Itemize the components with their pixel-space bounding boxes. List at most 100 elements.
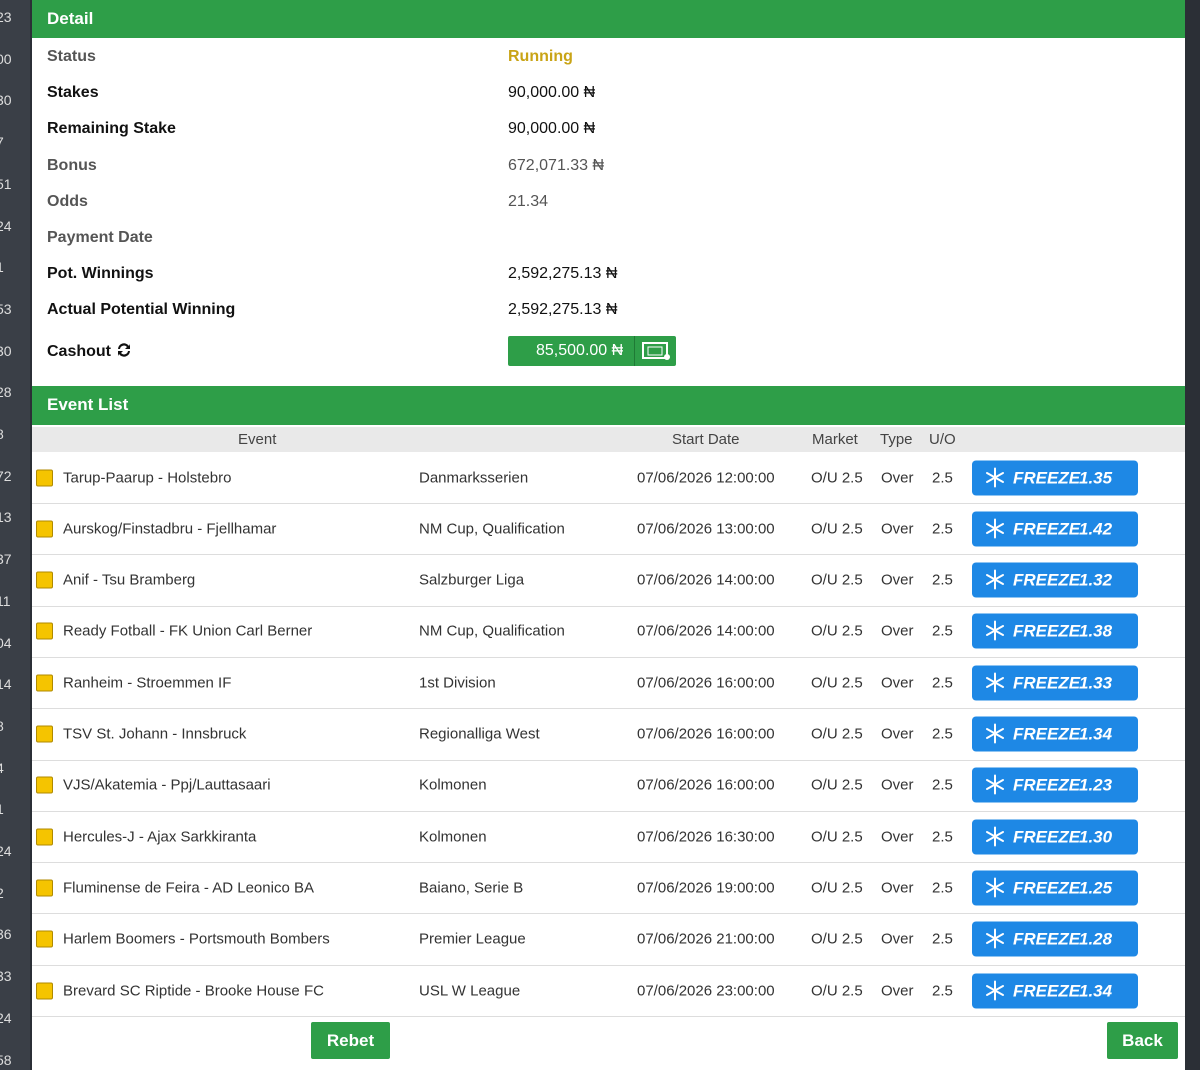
- start-date: 07/06/2026 16:00:00: [637, 725, 775, 743]
- freeze-label: FREEZE: [1013, 981, 1081, 1000]
- detail-label: Pot. Winnings: [47, 265, 154, 283]
- freeze-button[interactable]: FREEZE 1.34: [972, 973, 1138, 1008]
- market: O/U 2.5: [811, 879, 863, 897]
- start-date: 07/06/2026 14:00:00: [637, 571, 775, 589]
- event-icon: [36, 828, 53, 846]
- bet-type: Over: [881, 930, 914, 948]
- refresh-icon: [118, 343, 131, 357]
- freeze-button[interactable]: FREEZE 1.25: [972, 870, 1138, 906]
- league: NM Cup, Qualification: [419, 622, 565, 640]
- detail-value: 90,000.00 ₦: [508, 84, 596, 102]
- sidebar-number: 14: [0, 676, 12, 693]
- freeze-button[interactable]: FREEZE 1.38: [972, 613, 1138, 649]
- freeze-odds: 1.25: [1079, 878, 1113, 898]
- bet-type: Over: [881, 571, 914, 589]
- sidebar-number: 8: [0, 718, 4, 734]
- cashout-button[interactable]: 85,500.00 ₦: [508, 336, 676, 366]
- detail-label: Status: [47, 48, 96, 65]
- sidebar-number: 33: [0, 968, 12, 985]
- start-date: 07/06/2026 12:00:00: [637, 469, 775, 486]
- detail-value: 2,592,275.13 ₦: [508, 265, 618, 283]
- column-header: Start Date: [672, 431, 740, 448]
- freeze-button[interactable]: FREEZE 1.35: [972, 460, 1138, 495]
- league: Premier League: [419, 930, 526, 948]
- bet-type: Over: [881, 725, 914, 743]
- event-icon: [36, 930, 53, 948]
- event-row: Hercules-J - Ajax Sarkkiranta Kolmonen 07/…: [32, 811, 1185, 864]
- sidebar-number: 53: [0, 300, 12, 317]
- freeze-odds: 1.34: [1079, 981, 1113, 1000]
- freeze-button[interactable]: FREEZE 1.42: [972, 511, 1138, 547]
- detail-label: Stakes: [47, 84, 99, 102]
- freeze-odds: 1.35: [1079, 468, 1113, 487]
- sidebar-number: 00: [0, 50, 12, 67]
- market: O/U 2.5: [811, 674, 863, 692]
- rebet-button[interactable]: Rebet: [311, 1022, 390, 1059]
- bet-type: Over: [881, 776, 914, 794]
- league: Baiano, Serie B: [419, 879, 524, 897]
- sidebar-number: 23: [0, 9, 12, 25]
- uo: 2.5: [932, 982, 953, 999]
- event-name: Ready Fotball - FK Union Carl Berner: [63, 622, 313, 640]
- event-row: Brevard SC Riptide - Brooke House FC USL …: [32, 965, 1185, 1017]
- freeze-label: FREEZE: [1013, 929, 1081, 949]
- league: Salzburger Liga: [419, 571, 525, 589]
- event-icon: [36, 776, 53, 794]
- sidebar-number: 1: [0, 259, 4, 275]
- sidebar-number: 30: [0, 92, 12, 109]
- column-header: Market: [812, 431, 858, 448]
- label: Cashout: [47, 343, 111, 360]
- start-date: 07/06/2026 16:00:00: [637, 776, 775, 794]
- league: USL W League: [419, 982, 521, 999]
- events-header: Event List: [32, 386, 1185, 425]
- uo: 2.5: [932, 520, 953, 538]
- event-name: Harlem Boomers - Portsmouth Bombers: [63, 930, 330, 948]
- freeze-label: FREEZE: [1013, 468, 1081, 487]
- table-header: [32, 427, 1185, 452]
- event-icon: [36, 725, 53, 743]
- sidebar-number: 72: [0, 467, 12, 484]
- freeze-label: FREEZE: [1013, 673, 1081, 693]
- freeze-label: FREEZE: [1013, 775, 1081, 795]
- freeze-button[interactable]: FREEZE 1.33: [972, 665, 1138, 701]
- start-date: 07/06/2026 14:00:00: [637, 622, 775, 640]
- sidebar-number: 24: [0, 843, 12, 859]
- event-name: Aurskog/Finstadbru - Fjellhamar: [63, 520, 277, 538]
- market: O/U 2.5: [811, 828, 863, 846]
- freeze-button[interactable]: FREEZE 1.28: [972, 921, 1138, 957]
- market: O/U 2.5: [811, 982, 863, 999]
- market: O/U 2.5: [811, 622, 863, 640]
- event-row: Harlem Boomers - Portsmouth Bombers Premi…: [32, 914, 1185, 966]
- event-name: Brevard SC Riptide - Brooke House FC: [63, 982, 324, 999]
- league: Danmarksserien: [419, 469, 529, 486]
- event-row: Fluminense de Feira - AD Leonico BA Baian…: [32, 862, 1185, 915]
- event-row: Ready Fotball - FK Union Carl Berner NM C…: [32, 606, 1185, 658]
- uo: 2.5: [932, 879, 953, 897]
- freeze-odds: 1.32: [1079, 570, 1113, 590]
- uo: 2.5: [932, 622, 953, 640]
- sidebar-number: 36: [0, 926, 12, 943]
- freeze-button[interactable]: FREEZE 1.30: [972, 819, 1138, 855]
- sidebar-number: 24: [0, 217, 12, 234]
- detail-label: Odds: [47, 192, 88, 210]
- cash-icon: [642, 342, 670, 360]
- start-date: 07/06/2026 21:00:00: [637, 930, 775, 948]
- freeze-label: FREEZE: [1013, 570, 1081, 590]
- event-row: Ranheim - Stroemmen IF 1st Division 07/06/…: [32, 657, 1185, 710]
- sidebar: 23 00 30 7 51 24 1 53 30 28 8 72 13 37 11 04 14 8 4 1 24 2 36 3…: [0, 0, 30, 1070]
- detail-label: Payment Date: [47, 229, 153, 246]
- freeze-button[interactable]: FREEZE 1.34: [972, 716, 1138, 752]
- freeze-button[interactable]: FREEZE 1.23: [972, 767, 1138, 803]
- market: O/U 2.5: [811, 571, 863, 589]
- sidebar-number: 28: [0, 384, 12, 401]
- back-button[interactable]: Back: [1107, 1022, 1178, 1059]
- sidebar-number: 1: [0, 801, 4, 817]
- market: O/U 2.5: [811, 520, 863, 538]
- detail-value: Running: [508, 48, 573, 65]
- detail-header: Detail: [32, 0, 1185, 38]
- sidebar-number: 13: [0, 509, 12, 526]
- freeze-button[interactable]: FREEZE 1.32: [972, 562, 1138, 598]
- sidebar-number: 51: [0, 175, 12, 192]
- freeze-label: FREEZE: [1013, 878, 1081, 898]
- market: O/U 2.5: [811, 725, 863, 743]
